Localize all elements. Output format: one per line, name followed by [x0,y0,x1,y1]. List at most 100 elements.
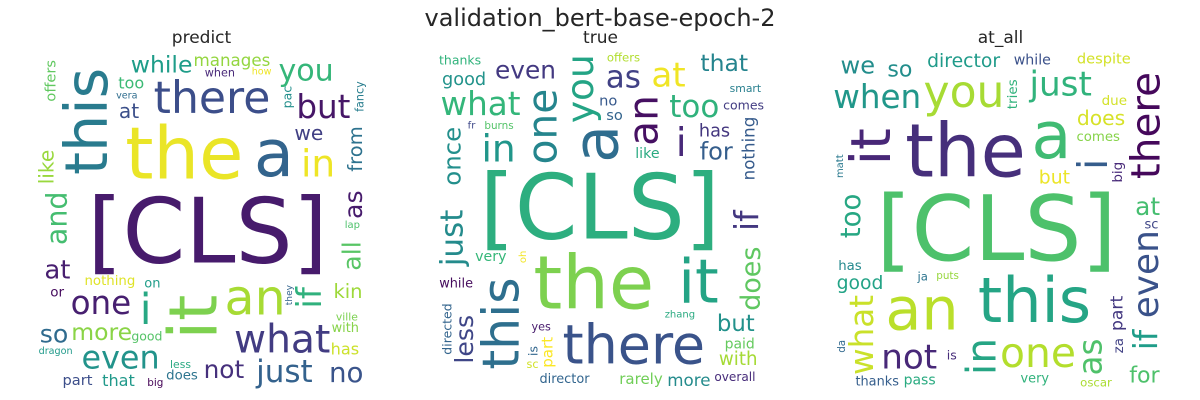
word-that: that [700,50,748,77]
word-while: while [439,277,473,292]
word-overall: overall [714,370,755,384]
word-on: on [144,276,160,291]
word-dragon: dragon [39,346,73,357]
word-while: while [1014,52,1051,68]
word-cls: [CLS] [87,180,327,285]
word-nothing: nothing [739,117,759,181]
word-big: big [1110,162,1126,183]
word-very: very [475,249,506,265]
word-that: that [102,371,135,390]
word-at: at [44,255,70,285]
word-too: too [669,89,719,125]
word-puts: puts [936,270,959,282]
panel-at-all: at_all [CLS] the a this an it there you in one i ev… [834,28,1167,390]
word-ja: ja [916,270,927,284]
word-an: an [225,269,286,326]
word-the: the [125,112,243,196]
word-less: less [450,315,479,364]
word-or: or [50,285,64,301]
word-nothing: nothing [85,274,136,289]
word-as: as [1072,339,1110,376]
word-good: good [837,273,884,294]
word-i: i [676,121,687,166]
word-i: i [1069,159,1117,170]
word-while: while [131,51,193,79]
word-part: part [1108,296,1128,332]
word-what: what [234,317,330,362]
word-it: it [678,247,719,317]
panel-title-at-all: at_all [977,28,1024,48]
word-comes: comes [1076,130,1120,145]
word-no: no [329,356,364,389]
word-more: more [71,318,132,346]
word-pac: pac [279,86,294,109]
word-cls: [CLS] [876,177,1116,282]
word-director: director [539,372,590,387]
word-vera: vera [116,91,137,102]
word-does: does [736,247,767,311]
word-rarely: rarely [619,370,663,388]
word-at: at [1135,192,1160,221]
word-but: but [296,88,350,126]
word-part: part [63,372,93,389]
word-so: so [606,107,623,124]
word-a: a [1031,98,1071,174]
word-za: za [1111,338,1127,353]
word-like: like [35,150,59,185]
word-one: one [1000,329,1076,377]
word-so: so [887,56,912,82]
word-due: due [1102,93,1127,109]
word-like: like [635,146,659,162]
word-comes: comes [723,98,764,113]
word-has: has [331,340,359,359]
word-in: in [301,142,335,186]
word-they: they [285,284,295,305]
word-does: does [166,369,198,384]
word-director: director [927,51,1000,72]
word-just: just [255,354,313,390]
word-sc: sc [1145,218,1159,233]
word-thanks: thanks [439,53,481,68]
word-we: we [294,121,323,145]
word-is: is [525,346,540,356]
word-fancy: fancy [354,81,367,112]
word-oscar: oscar [1080,376,1112,390]
word-even: even [495,56,556,85]
word-with: with [719,349,758,370]
word-the: the [533,242,654,327]
word-you: you [278,53,333,88]
word-thanks: thanks [855,374,899,389]
word-matt: matt [835,154,846,178]
word-good: good [131,329,162,344]
word-very: very [1021,372,1050,387]
word-you: you [923,67,1004,118]
word-no: no [599,93,617,110]
word-from: from [344,126,367,171]
word-offers: offers [43,60,60,102]
word-less: less [170,358,191,371]
word-so: so [40,320,69,349]
word-in: in [482,127,516,171]
word-as: as [339,190,368,219]
word-ville: ville [336,311,358,324]
panel-true: true [CLS] the a it there this an one i you in at wh… [434,28,767,390]
word-just: just [434,210,470,268]
word-if: if [290,286,330,308]
panel-title-true: true [583,28,618,48]
word-if: if [1127,328,1165,350]
word-and: and [41,191,74,245]
word-paid: paid [725,337,755,353]
word-when: when [834,78,921,116]
word-a: a [560,125,633,163]
word-lap: lap [345,220,360,231]
word-you: you [558,54,602,123]
word-has: has [699,122,730,142]
word-this: this [52,68,121,175]
word-an: an [620,95,668,146]
word-too: too [118,73,144,92]
word-one: one [71,284,132,322]
word-directed: directed [439,303,454,354]
word-but: but [1039,167,1070,188]
